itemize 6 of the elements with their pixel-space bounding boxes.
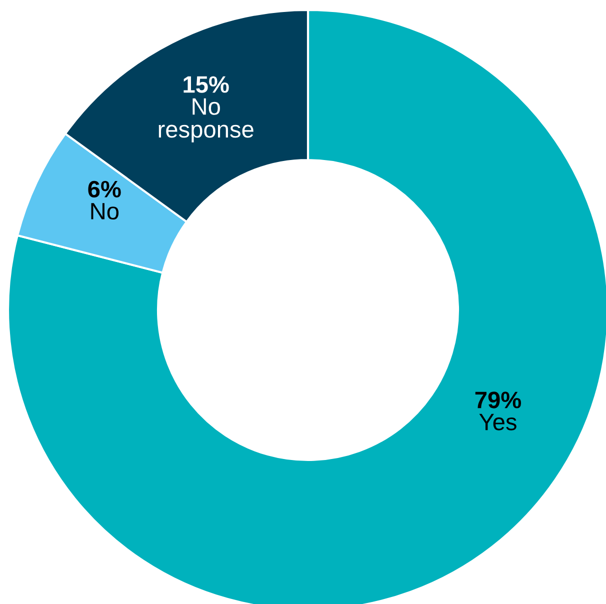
data-label: 15%: [184, 76, 229, 93]
slice-label: No: [91, 203, 119, 220]
data-label: 6%: [88, 180, 121, 198]
slice-label: No response: [158, 98, 254, 142]
slice-label: Yes: [479, 414, 516, 430]
data-label: 79%: [475, 392, 522, 408]
